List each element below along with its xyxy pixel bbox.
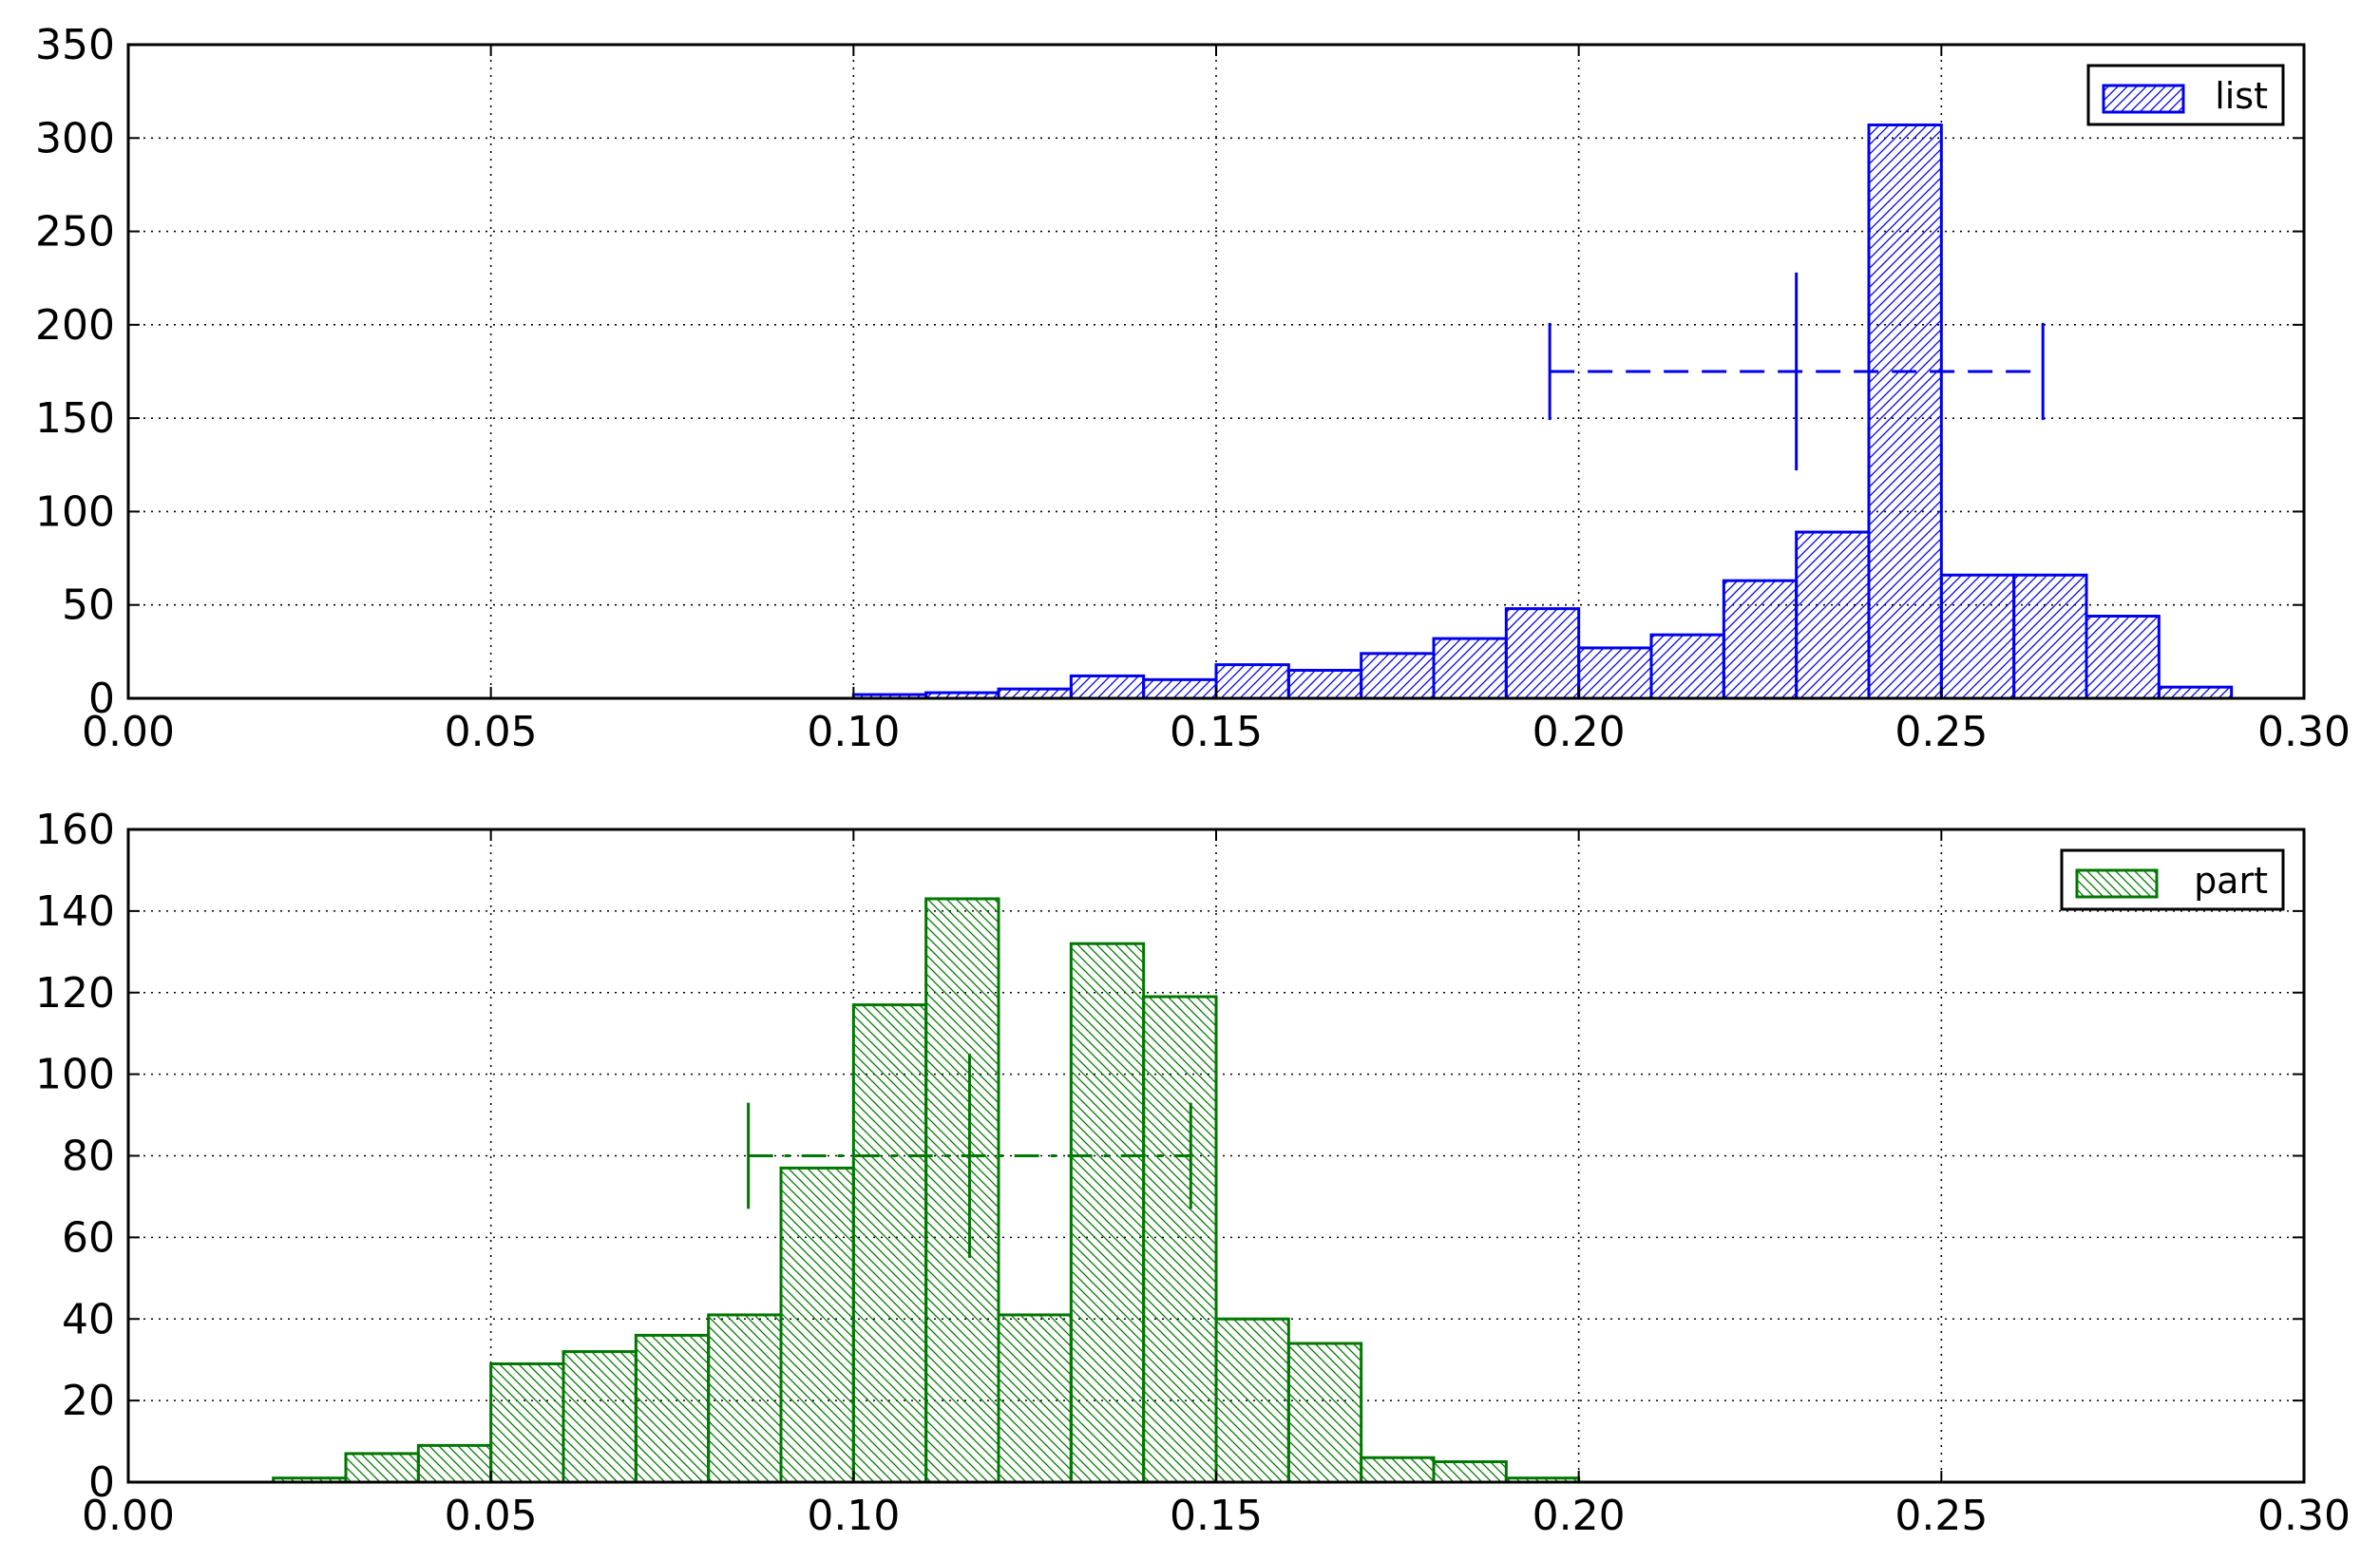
bottom-y-tick-label: 40 xyxy=(62,1295,115,1343)
bottom-x-tick-label: 0.10 xyxy=(807,1492,900,1540)
top-histogram-bar xyxy=(2085,615,2161,700)
bottom-histogram-bar xyxy=(562,1350,638,1484)
top-axes: 0.00 0.05 0.10 0.15 0.20 0.25 0.30 0 50 100 150 200… xyxy=(35,21,2351,756)
top-x-tick-label: 0.15 xyxy=(1170,708,1263,756)
top-y-tick-label: 150 xyxy=(35,394,115,443)
top-histogram-bar xyxy=(1432,637,1508,700)
top-x-tick-label: 0.30 xyxy=(2257,708,2351,756)
top-gridlines xyxy=(128,45,2304,698)
top-y-tick-label: 0 xyxy=(88,675,115,723)
top-x-tick-label: 0.05 xyxy=(445,708,538,756)
bottom-x-tick-label: 0.25 xyxy=(1894,1492,1988,1540)
bottom-y-tick-label: 160 xyxy=(35,806,115,854)
top-x-tick-label: 0.10 xyxy=(807,708,900,756)
bottom-histogram-bar xyxy=(1214,1317,1290,1484)
top-y-tick-label: 50 xyxy=(62,581,115,630)
bottom-y-tick-label: 80 xyxy=(62,1133,115,1181)
bottom-histogram-bar xyxy=(997,1313,1073,1484)
top-histogram-bar xyxy=(1360,652,1436,700)
bottom-y-tick-label: 100 xyxy=(35,1051,115,1099)
top-histogram-bar xyxy=(2012,573,2088,700)
bottom-x-tick-label: 0.05 xyxy=(445,1492,538,1540)
bottom-legend-swatch xyxy=(2075,868,2159,899)
bottom-histogram-bar xyxy=(634,1333,711,1484)
top-histogram-bar xyxy=(1286,669,1363,700)
top-histogram-bar xyxy=(1649,633,1725,700)
bottom-histogram-panel: 0.00 0.05 0.10 0.15 0.20 0.25 0.30 0 20 40 60 80 100… xyxy=(35,806,2351,1540)
bottom-y-tick-label: 20 xyxy=(62,1377,115,1425)
top-histogram-bar xyxy=(1142,677,1218,700)
bottom-x-tick-label: 0.15 xyxy=(1170,1492,1263,1540)
top-x-tick-label: 0.00 xyxy=(82,708,175,756)
top-x-tick-label: 0.25 xyxy=(1894,708,1988,756)
top-x-tick-label: 0.20 xyxy=(1533,708,1626,756)
top-legend: list xyxy=(2086,64,2285,126)
top-histogram-bar xyxy=(1795,530,1871,700)
top-y-tick-label: 250 xyxy=(35,208,115,257)
top-y-tick-label: 350 xyxy=(35,21,115,69)
bottom-histogram-bar xyxy=(1286,1342,1363,1484)
top-y-tick-label: 200 xyxy=(35,301,115,350)
top-histogram-bar xyxy=(1939,573,2016,700)
bottom-legend: part xyxy=(2060,848,2285,911)
bottom-histogram-bar xyxy=(416,1443,493,1484)
bottom-histogram-bar xyxy=(1360,1456,1436,1484)
top-histogram-bar xyxy=(1069,674,1146,700)
top-histogram-bar xyxy=(1214,663,1290,700)
bottom-histogram-bar xyxy=(851,1003,928,1484)
top-histogram-panel: 0.00 0.05 0.10 0.15 0.20 0.25 0.30 0 50 100 150 200… xyxy=(35,21,2351,756)
bottom-histogram-bar xyxy=(1142,995,1218,1484)
bottom-histogram-bar xyxy=(707,1313,783,1484)
bottom-histogram-bar xyxy=(924,897,1000,1484)
top-legend-label: list xyxy=(2215,75,2268,117)
bottom-x-tick-label: 0.00 xyxy=(82,1492,175,1540)
bottom-x-tick-label: 0.20 xyxy=(1533,1492,1626,1540)
bottom-histogram-bar xyxy=(1069,942,1146,1484)
top-histogram-bar xyxy=(2157,685,2234,700)
top-errorbar xyxy=(1548,272,2045,471)
top-histogram-bars xyxy=(851,124,2234,700)
bottom-axes: 0.00 0.05 0.10 0.15 0.20 0.25 0.30 0 20 40 60 80 100… xyxy=(35,806,2351,1540)
bottom-histogram-bar xyxy=(344,1452,420,1484)
top-histogram-bar xyxy=(1577,646,1653,700)
bottom-histogram-bars xyxy=(272,897,1581,1484)
bottom-legend-label: part xyxy=(2194,860,2268,902)
bottom-histogram-bar xyxy=(1432,1460,1508,1484)
bottom-y-tick-label: 120 xyxy=(35,969,115,1018)
top-y-tick-label: 100 xyxy=(35,487,115,536)
bottom-y-tick-label: 140 xyxy=(35,887,115,936)
top-histogram-bar xyxy=(1722,579,1799,700)
bottom-errorbar xyxy=(747,1054,1192,1258)
bottom-y-tick-label: 60 xyxy=(62,1213,115,1262)
bottom-y-tick-label: 0 xyxy=(88,1458,115,1507)
top-histogram-bar xyxy=(1867,124,1943,700)
bottom-x-tick-label: 0.30 xyxy=(2257,1492,2351,1540)
top-histogram-bar xyxy=(1504,607,1581,700)
bottom-histogram-bar xyxy=(779,1166,855,1484)
bottom-histogram-bar xyxy=(489,1361,565,1484)
top-y-tick-label: 300 xyxy=(35,114,115,162)
top-legend-swatch xyxy=(2102,84,2185,114)
